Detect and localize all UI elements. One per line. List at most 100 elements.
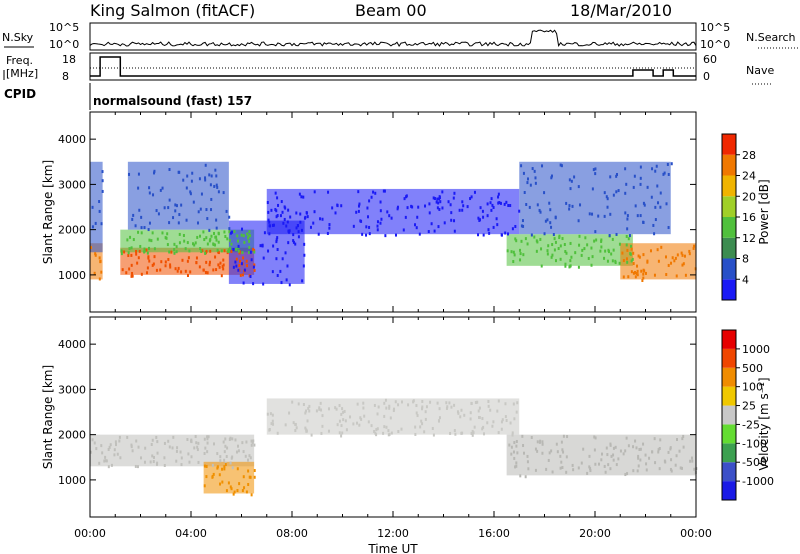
velocity-cell xyxy=(107,465,110,469)
power-cell xyxy=(128,267,131,271)
power-cell xyxy=(159,268,162,272)
velocity-cell xyxy=(606,453,609,457)
power-cell xyxy=(379,209,382,213)
power-cell xyxy=(93,271,96,275)
power-colorbar-segment xyxy=(722,258,736,280)
velocity-cell xyxy=(340,424,343,428)
velocity-cell xyxy=(190,438,193,442)
power-cell xyxy=(136,261,139,265)
velocity-cell xyxy=(137,445,140,449)
power-cell xyxy=(210,174,213,178)
power-cell xyxy=(125,271,128,275)
velocity-cell xyxy=(304,411,307,415)
velocity-cell xyxy=(91,438,94,442)
velocity-cell xyxy=(242,450,245,454)
power-cell xyxy=(212,268,215,272)
power-cell xyxy=(650,195,653,199)
power-cell xyxy=(520,239,523,243)
power-colorbar-segment xyxy=(722,154,736,176)
power-cell xyxy=(396,205,399,209)
power-cell xyxy=(546,218,549,222)
power-cell xyxy=(531,167,534,171)
power-cell xyxy=(215,238,218,242)
velocity-cell xyxy=(249,456,252,460)
velocity-cell xyxy=(547,458,550,462)
velocity-cell xyxy=(559,466,562,470)
velocity-cell xyxy=(108,445,111,449)
power-cell xyxy=(274,208,277,212)
velocity-cell xyxy=(130,445,133,449)
power-cell xyxy=(271,270,274,274)
velocity-cell xyxy=(241,489,244,493)
velocity-cell xyxy=(266,412,269,416)
power-cell xyxy=(478,218,481,222)
velocity-cell xyxy=(222,440,225,444)
velocity-cell xyxy=(370,424,373,428)
velocity-cell xyxy=(144,446,147,450)
power-cell xyxy=(438,197,441,201)
power-cell xyxy=(296,224,299,228)
power-cell xyxy=(283,217,286,221)
power-cell xyxy=(657,201,660,205)
velocity-cell xyxy=(594,436,597,440)
power-cell xyxy=(396,207,399,211)
velocity-cell xyxy=(609,442,612,446)
power-colorbar-label: Power [dB] xyxy=(757,179,771,244)
power-cell xyxy=(199,234,202,238)
power-cell xyxy=(294,242,297,246)
velocity-cell xyxy=(423,430,426,434)
power-cell xyxy=(191,171,194,175)
power-cell xyxy=(271,223,274,227)
power-cell xyxy=(267,210,270,214)
velocity-cell xyxy=(321,414,324,418)
velocity-cell xyxy=(509,421,512,425)
velocity-cell xyxy=(362,401,365,405)
power-cell xyxy=(611,237,614,241)
power-cell xyxy=(634,204,637,208)
power-colorbar: 4 8 12 16 20 24 28 xyxy=(721,133,756,301)
power-cell xyxy=(432,196,435,200)
velocity-colorbar-label: Velocity [m s⁻¹] xyxy=(757,377,771,470)
power-colorbar-segment xyxy=(722,175,736,197)
power-cell xyxy=(374,191,377,195)
power-cell xyxy=(197,210,200,214)
velocity-cell xyxy=(536,449,539,453)
power-cell xyxy=(190,179,193,183)
power-cell xyxy=(156,237,159,241)
power-cell xyxy=(499,201,502,205)
power-cell xyxy=(276,196,279,200)
power-cell xyxy=(538,208,541,212)
velocity-cell xyxy=(635,446,638,450)
power-cell xyxy=(170,250,173,254)
power-cell xyxy=(276,274,279,278)
velocity-cell xyxy=(560,440,563,444)
velocity-cell xyxy=(460,408,463,412)
power-cell xyxy=(276,247,279,251)
power-cell xyxy=(655,164,658,168)
power-cell xyxy=(436,206,439,210)
power-cell xyxy=(235,264,238,268)
power-cell xyxy=(511,227,514,231)
velocity-cell xyxy=(242,475,245,479)
power-cell xyxy=(195,261,198,265)
power-cell xyxy=(684,273,687,277)
x-tick-label: 20:00 xyxy=(579,527,611,540)
power-cell xyxy=(548,201,551,205)
power-cell xyxy=(208,173,211,177)
power-cell xyxy=(683,254,686,258)
power-cell xyxy=(134,224,137,228)
velocity-cell xyxy=(471,433,474,437)
velocity-cell xyxy=(691,459,694,463)
velocity-cell xyxy=(236,467,239,471)
power-cell xyxy=(633,174,636,178)
x-tick-label: 08:00 xyxy=(276,527,308,540)
power-cell xyxy=(626,227,629,231)
power-cell xyxy=(609,212,612,216)
power-cell xyxy=(167,258,170,262)
power-cell xyxy=(680,251,683,255)
power-cell xyxy=(215,218,218,222)
power-cell xyxy=(441,190,444,194)
power-cell xyxy=(252,247,255,251)
freq-tick-bottom: 8 xyxy=(62,70,69,83)
power-cell xyxy=(608,234,611,238)
